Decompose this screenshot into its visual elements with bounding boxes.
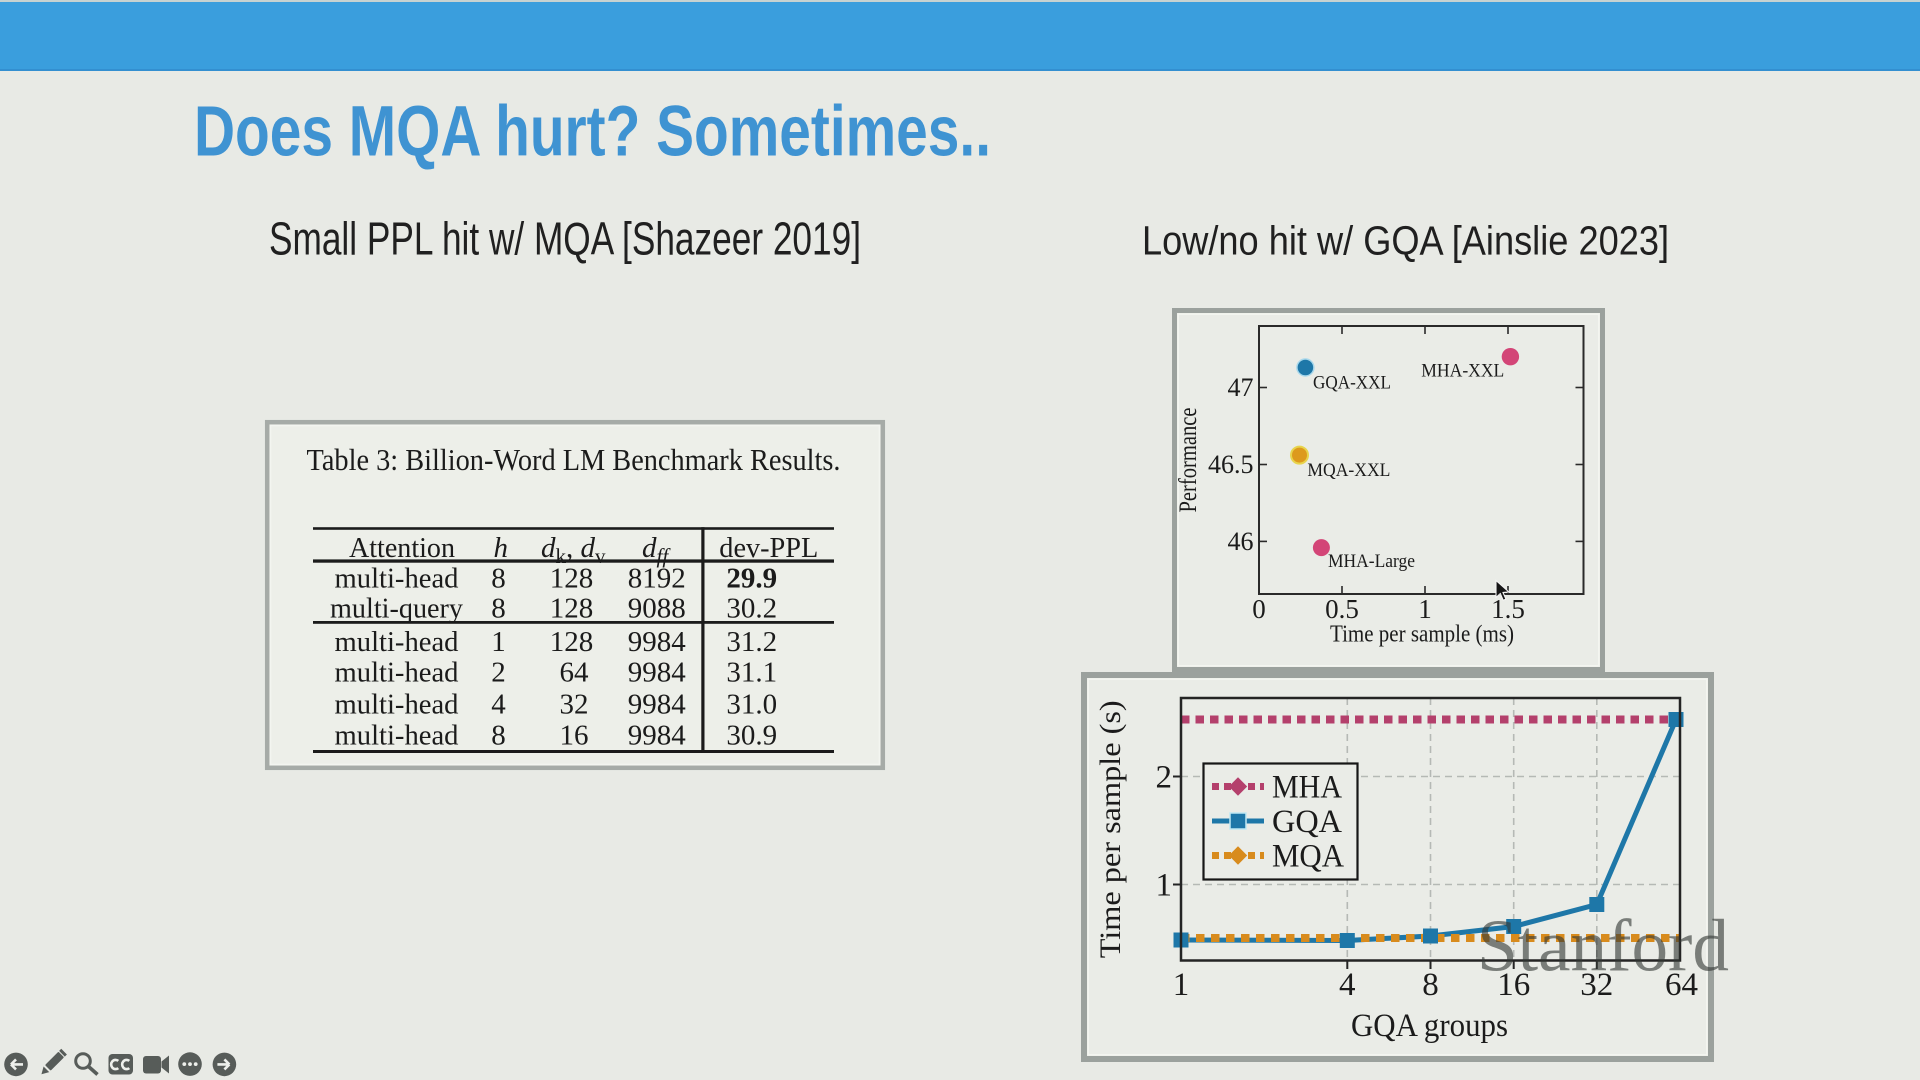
svg-text:multi-query: multi-query	[330, 593, 463, 625]
svg-text:dev-PPL: dev-PPL	[719, 532, 818, 564]
svg-text:GQA groups: GQA groups	[1351, 1008, 1508, 1044]
svg-text:32: 32	[560, 689, 589, 721]
svg-text:32: 32	[1580, 967, 1613, 1003]
svg-text:2: 2	[1156, 760, 1173, 796]
svg-text:Does MQA hurt? Sometimes..: Does MQA hurt? Sometimes..	[194, 92, 991, 171]
svg-text:31.1: 31.1	[726, 657, 777, 689]
svg-text:9984: 9984	[628, 626, 687, 658]
svg-text:multi-head: multi-head	[335, 626, 459, 658]
svg-text:MHA-Large: MHA-Large	[1328, 551, 1415, 572]
svg-text:9088: 9088	[628, 593, 686, 625]
svg-text:multi-head: multi-head	[335, 689, 459, 721]
svg-text:GQA-XXL: GQA-XXL	[1313, 372, 1391, 393]
svg-text:Performance: Performance	[1175, 408, 1202, 513]
svg-text:MHA-XXL: MHA-XXL	[1421, 361, 1504, 382]
svg-text:1.5: 1.5	[1491, 594, 1525, 624]
svg-text:Table 3: Billion-Word LM Benc: Table 3: Billion-Word LM Benchmark Resul…	[307, 442, 841, 477]
svg-text:2: 2	[491, 657, 506, 689]
svg-text:1: 1	[1418, 594, 1432, 624]
svg-text:29.9: 29.9	[726, 563, 777, 595]
svg-text:9984: 9984	[628, 720, 687, 752]
svg-text:1: 1	[1156, 868, 1173, 904]
svg-text:MQA-XXL: MQA-XXL	[1307, 460, 1390, 481]
svg-text:4: 4	[491, 689, 506, 721]
svg-text:8: 8	[1422, 967, 1439, 1003]
svg-text:MQA: MQA	[1272, 839, 1344, 875]
svg-text:16: 16	[560, 720, 589, 752]
svg-text:128: 128	[550, 563, 594, 595]
svg-text:8192: 8192	[628, 563, 686, 595]
svg-text:31.0: 31.0	[726, 689, 777, 721]
svg-text:Time per sample (s): Time per sample (s)	[1094, 700, 1127, 958]
svg-text:30.2: 30.2	[726, 593, 777, 625]
svg-text:0.5: 0.5	[1325, 594, 1359, 624]
svg-text:1: 1	[491, 626, 506, 658]
svg-text:dff: dff	[642, 532, 671, 568]
svg-text:8: 8	[491, 720, 506, 752]
svg-text:128: 128	[550, 626, 594, 658]
svg-text:Attention: Attention	[349, 532, 455, 564]
svg-text:64: 64	[1665, 967, 1698, 1003]
svg-text:Small PPL hit w/ MQA [Shazeer: Small PPL hit w/ MQA [Shazeer 2019]	[269, 213, 861, 265]
svg-text:8: 8	[491, 593, 506, 625]
svg-text:46: 46	[1228, 527, 1254, 556]
svg-text:128: 128	[550, 593, 594, 625]
svg-text:multi-head: multi-head	[335, 720, 459, 752]
svg-text:9984: 9984	[628, 657, 687, 689]
svg-text:multi-head: multi-head	[335, 563, 459, 595]
svg-text:GQA: GQA	[1272, 804, 1342, 840]
svg-text:9984: 9984	[628, 689, 687, 721]
svg-text:multi-head: multi-head	[335, 657, 459, 689]
svg-text:46.5: 46.5	[1208, 450, 1254, 479]
svg-text:MHA: MHA	[1272, 770, 1342, 806]
svg-text:47: 47	[1228, 373, 1254, 402]
svg-text:31.2: 31.2	[726, 626, 777, 658]
svg-text:8: 8	[491, 563, 506, 595]
svg-text:Low/no hit w/ GQA [Ainslie 202: Low/no hit w/ GQA [Ainslie 2023]	[1142, 218, 1669, 264]
svg-text:16: 16	[1497, 967, 1530, 1003]
svg-text:Stanford: Stanford	[1477, 906, 1729, 988]
svg-text:1: 1	[1173, 967, 1190, 1003]
svg-text:h: h	[493, 532, 508, 564]
svg-text:dk, dv: dk, dv	[541, 532, 606, 568]
svg-text:0: 0	[1252, 594, 1266, 624]
svg-text:30.9: 30.9	[726, 720, 777, 752]
svg-text:4: 4	[1339, 967, 1356, 1003]
svg-text:64: 64	[560, 657, 590, 689]
svg-text:Time per sample (ms): Time per sample (ms)	[1330, 622, 1514, 648]
